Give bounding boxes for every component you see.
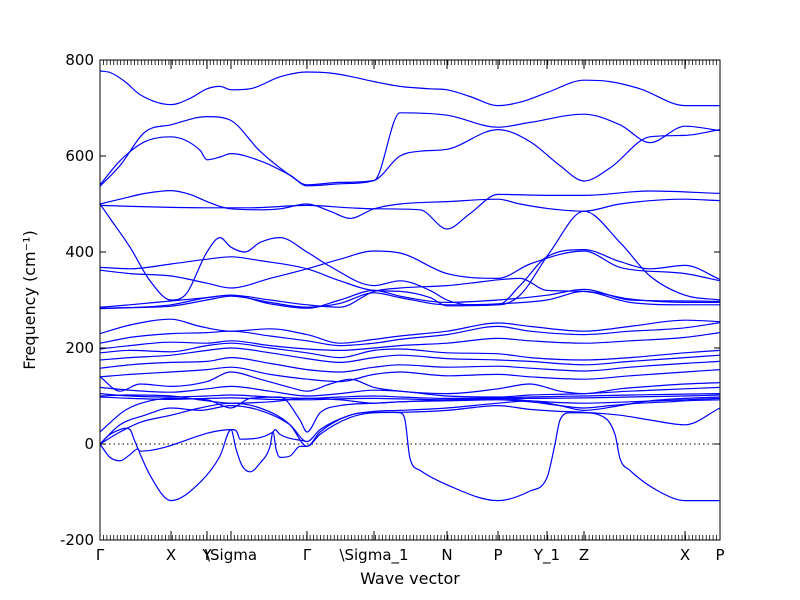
y-tick-label: 400 <box>65 243 94 261</box>
band-24 <box>99 396 721 433</box>
band-15 <box>99 342 721 361</box>
band-26 <box>99 402 721 448</box>
x-tick-label: Z <box>579 546 589 564</box>
y-tick-label: 200 <box>65 339 94 357</box>
x-tick-label: Γ <box>303 546 312 564</box>
x-tick-label: P <box>493 546 502 564</box>
x-tick-label: \Sigma <box>205 546 257 564</box>
band-1 <box>99 70 720 107</box>
y-tick-label: 800 <box>65 51 94 69</box>
band-7 <box>99 248 721 307</box>
band-27 <box>99 411 720 502</box>
y-tick-label: 0 <box>84 435 94 453</box>
x-axis-label: Wave vector <box>360 569 460 588</box>
band-20 <box>99 385 721 398</box>
x-tick-label: Y_1 <box>533 546 560 565</box>
band-14 <box>99 332 721 352</box>
x-tick-label: X <box>166 546 176 564</box>
x-tick-label: N <box>441 546 452 564</box>
x-tick-label: P <box>715 546 724 564</box>
band-5 <box>99 190 721 230</box>
band-21 <box>99 393 721 400</box>
band-8 <box>99 250 721 289</box>
x-tick-label: Y <box>201 546 212 564</box>
band-17 <box>99 356 721 373</box>
band-6 <box>99 203 721 306</box>
band-lines <box>99 70 721 502</box>
band-3 <box>99 128 721 187</box>
x-tick-label: Γ <box>96 546 105 564</box>
band-16 <box>99 347 721 366</box>
band-28 <box>99 427 308 452</box>
band-12 <box>99 318 721 344</box>
band-10 <box>99 288 721 309</box>
y-tick-label: -200 <box>60 531 94 549</box>
x-tick-label: X <box>680 546 690 564</box>
band-4 <box>99 189 721 220</box>
y-axis-label: Frequency (cm⁻¹) <box>20 230 39 369</box>
x-tick-label: \Sigma_1 <box>339 546 408 565</box>
y-tick-label: 600 <box>65 147 94 165</box>
band-18 <box>99 366 721 383</box>
band-19 <box>99 371 721 395</box>
band-2 <box>99 112 721 187</box>
band-13 <box>99 322 721 347</box>
band-11 <box>99 290 720 310</box>
